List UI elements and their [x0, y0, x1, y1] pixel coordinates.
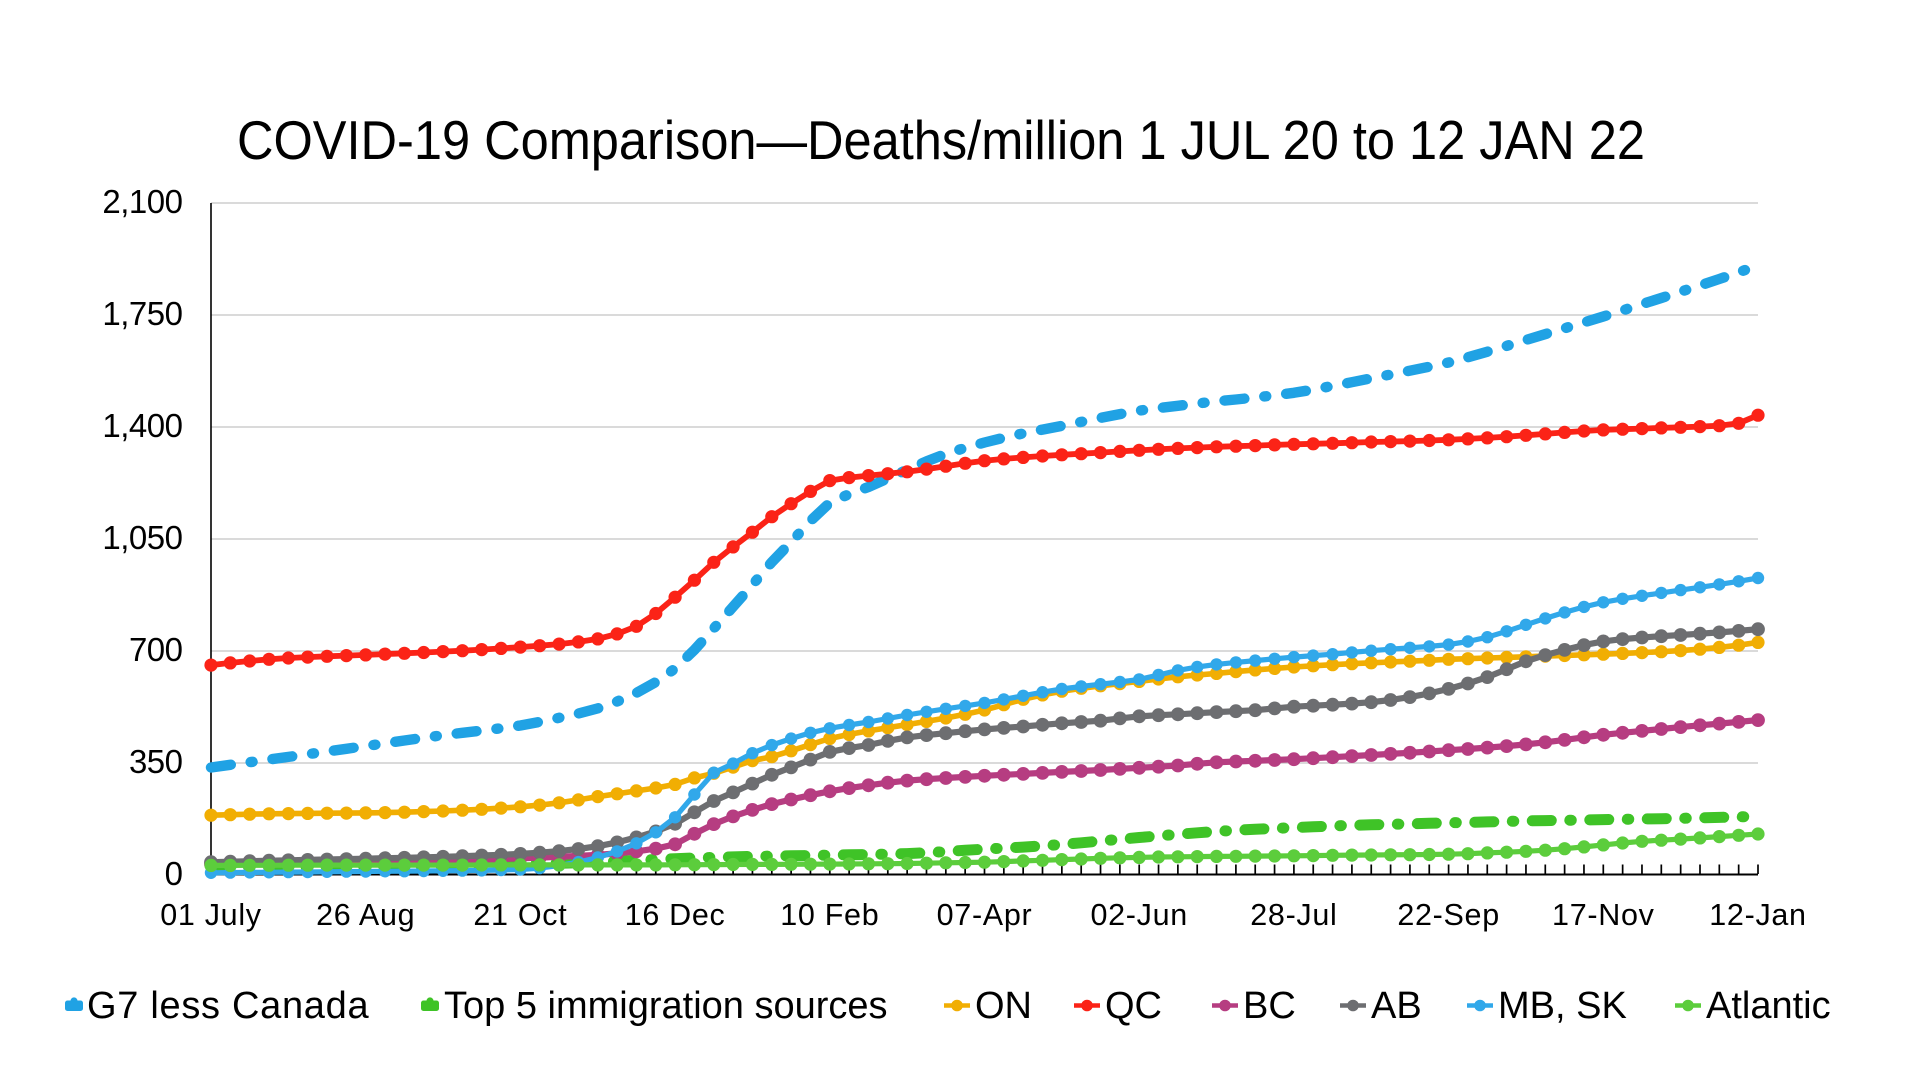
svg-text:MB, SK: MB, SK [1498, 985, 1627, 1027]
svg-text:17-Nov: 17-Nov [1552, 898, 1655, 932]
svg-text:0: 0 [165, 855, 183, 892]
svg-text:22-Sep: 22-Sep [1397, 898, 1500, 932]
svg-text:12-Jan: 12-Jan [1709, 898, 1806, 932]
svg-text:350: 350 [129, 743, 183, 780]
svg-text:1,400: 1,400 [102, 407, 182, 444]
svg-text:COVID-19 Comparison—Deaths/mil: COVID-19 Comparison—Deaths/million 1 JUL… [237, 110, 1645, 171]
svg-text:Top 5 immigration sources: Top 5 immigration sources [444, 985, 888, 1027]
svg-text:BC: BC [1243, 985, 1296, 1027]
svg-text:1,750: 1,750 [102, 295, 182, 332]
svg-text:10 Feb: 10 Feb [780, 898, 879, 932]
svg-text:16 Dec: 16 Dec [625, 898, 726, 932]
svg-text:700: 700 [129, 631, 183, 668]
svg-text:07-Apr: 07-Apr [937, 898, 1033, 932]
svg-text:26 Aug: 26 Aug [316, 898, 415, 932]
svg-text:1,050: 1,050 [102, 519, 182, 556]
svg-text:2,100: 2,100 [102, 183, 182, 220]
svg-text:Atlantic: Atlantic [1706, 985, 1831, 1027]
svg-text:AB: AB [1371, 985, 1422, 1027]
svg-text:21 Oct: 21 Oct [473, 898, 567, 932]
svg-text:ON: ON [975, 985, 1032, 1027]
svg-text:28-Jul: 28-Jul [1250, 898, 1337, 932]
svg-text:01 July: 01 July [160, 898, 262, 932]
svg-text:QC: QC [1105, 985, 1162, 1027]
svg-text:02-Jun: 02-Jun [1090, 898, 1187, 932]
svg-text:G7 less Canada: G7 less Canada [87, 985, 369, 1027]
